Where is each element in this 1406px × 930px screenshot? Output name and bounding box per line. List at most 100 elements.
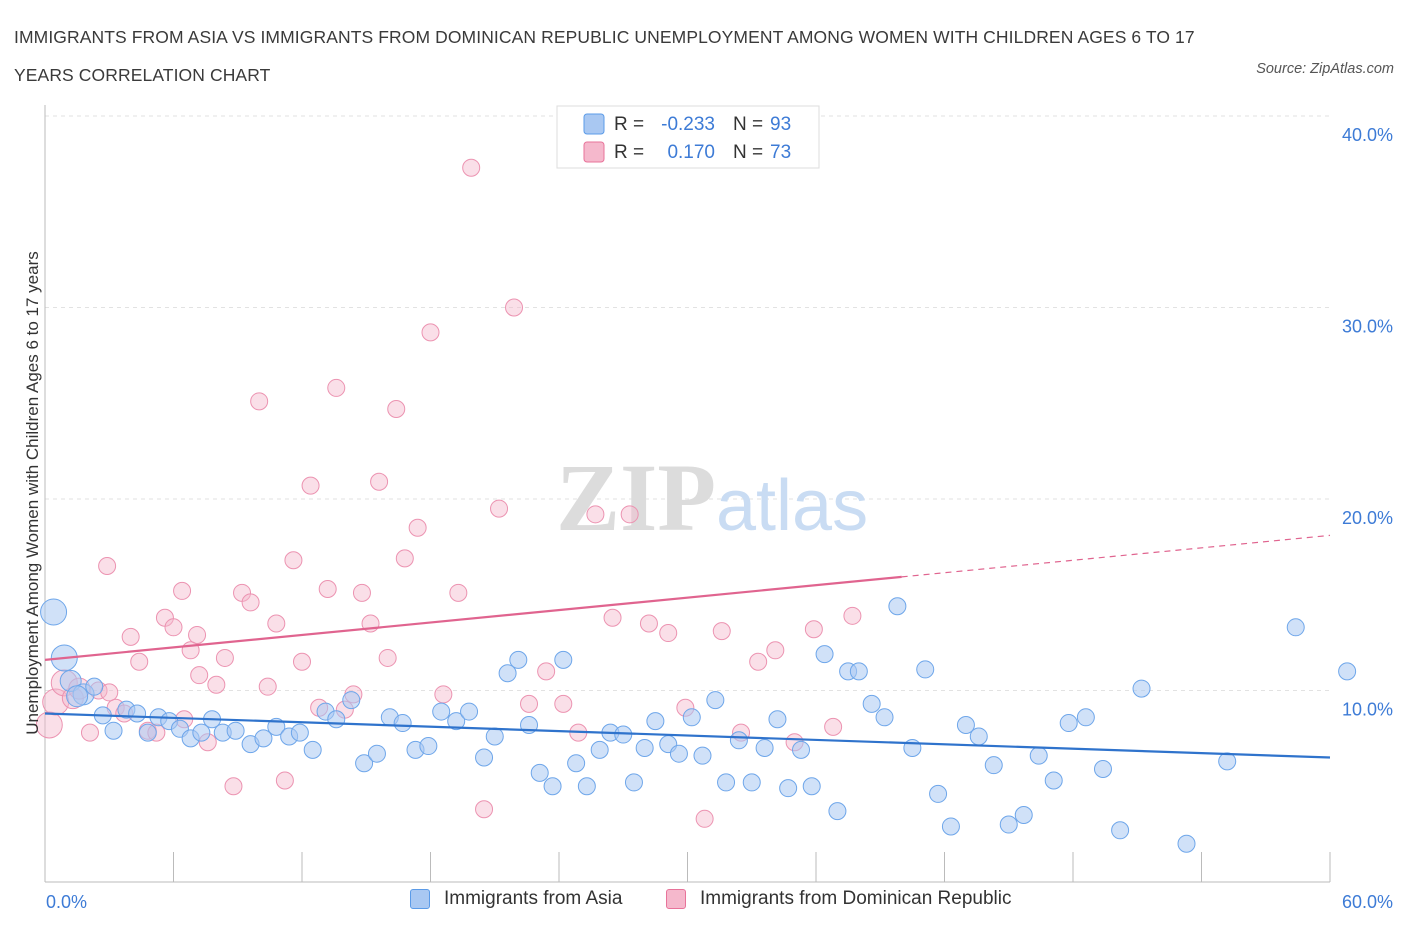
point-dr-52 xyxy=(537,662,556,681)
point-asia-83 xyxy=(1059,714,1078,733)
point-asia-80 xyxy=(1014,805,1033,824)
point-asia-35 xyxy=(460,702,479,721)
point-asia-77 xyxy=(969,727,988,746)
point-asia-9 xyxy=(138,723,157,742)
point-asia-41 xyxy=(530,763,549,782)
point-asia-81 xyxy=(1029,746,1048,765)
legend-n-value-2: 73 xyxy=(770,142,791,163)
point-dr-56 xyxy=(603,608,622,627)
point-asia-57 xyxy=(717,773,736,792)
point-asia-53 xyxy=(669,744,688,763)
chart-source: Source: ZipAtlas.com xyxy=(1256,61,1394,77)
legend-item-dr[interactable]: Immigrants from Dominican Republic xyxy=(666,888,1012,910)
x-tick-label-60: 60.0% xyxy=(1342,892,1393,912)
point-asia-90 xyxy=(1286,618,1305,637)
point-asia-37 xyxy=(485,727,504,746)
legend-n-label-1: N = xyxy=(733,114,763,135)
point-asia-30 xyxy=(393,714,412,733)
point-dr-16 xyxy=(173,581,192,600)
point-dr-15 xyxy=(164,618,183,637)
point-asia-45 xyxy=(577,777,596,796)
legend-item-asia[interactable]: Immigrants from Asia xyxy=(410,888,622,910)
series-asia xyxy=(40,597,1357,853)
gridlines xyxy=(45,115,1330,691)
point-asia-39 xyxy=(509,650,528,669)
point-dr-18 xyxy=(190,666,209,685)
point-dr-46 xyxy=(449,583,468,602)
point-asia-68 xyxy=(849,662,868,681)
point-dr-50 xyxy=(505,298,524,317)
point-asia-6 xyxy=(104,721,123,740)
point-asia-91 xyxy=(1338,662,1357,681)
point-asia-87 xyxy=(1132,679,1151,698)
y-tick-label-30: 30.0% xyxy=(1342,317,1393,337)
point-dr-37 xyxy=(352,583,371,602)
point-asia-74 xyxy=(929,784,948,803)
point-asia-36 xyxy=(475,748,494,767)
point-asia-66 xyxy=(828,802,847,821)
point-asia-50 xyxy=(635,738,654,757)
point-dr-40 xyxy=(378,648,397,667)
point-dr-67 xyxy=(804,620,823,639)
point-asia-58 xyxy=(729,731,748,750)
point-dr-42 xyxy=(395,549,414,568)
point-dr-10 xyxy=(121,627,140,646)
point-asia-78 xyxy=(984,756,1003,775)
point-asia-28 xyxy=(367,744,386,763)
trend-lines xyxy=(44,534,1331,759)
point-asia-8 xyxy=(128,704,147,723)
point-asia-79 xyxy=(999,815,1018,834)
series-dominican-republic xyxy=(35,158,862,828)
point-dr-39 xyxy=(370,472,389,491)
point-dr-65 xyxy=(766,641,785,660)
legend-r-value-2: 0.170 xyxy=(667,142,715,163)
trend-line-dr xyxy=(44,575,902,661)
point-dr-30 xyxy=(293,652,311,671)
point-dr-20 xyxy=(207,675,226,694)
point-asia-33 xyxy=(432,702,451,721)
point-asia-0 xyxy=(40,598,68,626)
point-dr-45 xyxy=(434,685,453,704)
legend-box: R = -0.233 N = 93 R = 0.170 N = 73 xyxy=(556,105,820,169)
point-asia-59 xyxy=(742,773,761,792)
point-dr-47 xyxy=(462,158,481,177)
point-dr-69 xyxy=(843,606,862,625)
point-asia-17 xyxy=(226,721,245,740)
point-asia-88 xyxy=(1177,834,1196,853)
point-dr-0 xyxy=(35,711,63,739)
legend-swatch-asia-bottom xyxy=(410,889,430,909)
point-asia-86 xyxy=(1111,821,1130,840)
point-asia-85 xyxy=(1093,760,1112,779)
point-dr-22 xyxy=(224,777,243,796)
legend-swatch-dr-bottom xyxy=(666,889,686,909)
point-dr-71 xyxy=(100,683,119,702)
point-asia-34 xyxy=(447,712,466,731)
point-asia-22 xyxy=(290,723,309,742)
point-asia-51 xyxy=(646,712,665,731)
x-tick-label-0: 0.0% xyxy=(46,892,87,912)
legend-label-dr: Immigrants from Dominican Republic xyxy=(700,888,1012,909)
point-asia-43 xyxy=(554,650,573,669)
point-dr-61 xyxy=(695,809,714,828)
point-asia-65 xyxy=(815,645,834,664)
watermark-zip: ZIP xyxy=(556,444,716,551)
legend-n-value-1: 93 xyxy=(770,114,791,135)
point-asia-62 xyxy=(779,779,798,798)
point-dr-34 xyxy=(327,378,346,397)
point-asia-56 xyxy=(706,691,725,710)
point-asia-70 xyxy=(875,708,894,727)
trend-line-dr-dashed xyxy=(901,534,1331,578)
point-dr-62 xyxy=(712,622,731,641)
point-asia-82 xyxy=(1044,771,1063,790)
y-tick-label-10: 10.0% xyxy=(1342,700,1393,720)
point-asia-60 xyxy=(755,738,774,757)
point-dr-5 xyxy=(80,723,99,742)
point-dr-28 xyxy=(275,771,294,790)
legend-n-label-2: N = xyxy=(733,142,763,163)
point-asia-55 xyxy=(693,746,712,765)
point-asia-32 xyxy=(419,737,438,756)
point-dr-25 xyxy=(250,392,269,411)
point-asia-92 xyxy=(66,685,89,708)
point-asia-23 xyxy=(303,740,322,759)
